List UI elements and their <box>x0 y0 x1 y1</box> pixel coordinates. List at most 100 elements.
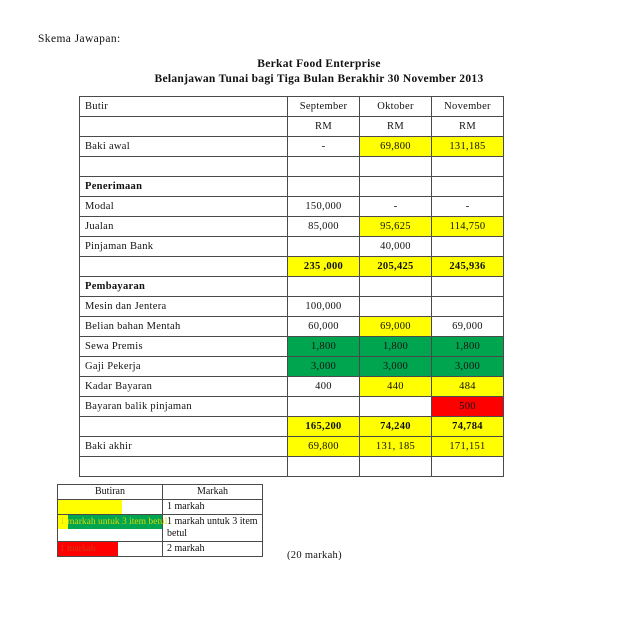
row-value-september: 100,000 <box>287 296 360 317</box>
row-label: Mesin dan Jentera <box>79 296 288 317</box>
currency-september: RM <box>287 116 360 137</box>
row-value-november <box>431 456 504 477</box>
key-row-green: 1 markah untuk 3 item betul 1 markah unt… <box>57 514 263 542</box>
table-row: Pinjaman Bank 40,000 <box>79 236 504 257</box>
row-value-september: 400 <box>287 376 360 397</box>
row-value-oktober: 40,000 <box>359 236 432 257</box>
row-value-oktober: 131, 185 <box>359 436 432 457</box>
row-value-november: 114,750 <box>431 216 504 237</box>
cash-budget-table: Butir September Oktober November RM RM R… <box>79 96 504 477</box>
row-label <box>79 456 288 477</box>
key-header-row: Butiran Markah <box>57 484 263 500</box>
row-value-september <box>287 276 360 297</box>
total-value-september: 235 ,000 <box>287 256 360 277</box>
row-label <box>79 256 288 277</box>
row-value-november: 171,151 <box>431 436 504 457</box>
section-header-penerimaan: Penerimaan <box>79 176 288 197</box>
row-value-oktober: - <box>359 196 432 217</box>
row-value-oktober <box>359 456 432 477</box>
row-label: Kadar Bayaran <box>79 376 288 397</box>
total-value-oktober: 205,425 <box>359 256 432 277</box>
row-value-november: 131,185 <box>431 136 504 157</box>
currency-november: RM <box>431 116 504 137</box>
row-value-november: 500 <box>431 396 504 417</box>
column-header-november: November <box>431 96 504 117</box>
table-row <box>79 456 504 477</box>
key-markah-red: 2 markah <box>162 541 263 557</box>
table-row: Kadar Bayaran 400 440 484 <box>79 376 504 397</box>
row-label: Baki awal <box>79 136 288 157</box>
table-row: Belian bahan Mentah 60,000 69,000 69,000 <box>79 316 504 337</box>
row-value-november: 69,000 <box>431 316 504 337</box>
table-row: Baki awal - 69,800 131,185 <box>79 136 504 157</box>
currency-label-blank <box>79 116 288 137</box>
table-row: Baki akhir 69,800 131, 185 171,151 <box>79 436 504 457</box>
row-value-september: 150,000 <box>287 196 360 217</box>
row-label: Bayaran balik pinjaman <box>79 396 288 417</box>
row-value-oktober: 95,625 <box>359 216 432 237</box>
row-value-september <box>287 396 360 417</box>
table-row <box>79 156 504 177</box>
row-label: Jualan <box>79 216 288 237</box>
table-section-row: Penerimaan <box>79 176 504 197</box>
column-header-september: September <box>287 96 360 117</box>
row-label: Pinjaman Bank <box>79 236 288 257</box>
row-value-oktober <box>359 176 432 197</box>
row-value-september: - <box>287 136 360 157</box>
table-row: Mesin dan Jentera 100,000 <box>79 296 504 317</box>
row-value-november: 484 <box>431 376 504 397</box>
row-value-oktober: 1,800 <box>359 336 432 357</box>
key-row-yellow: 1 markah <box>57 499 263 515</box>
green-swatch-fill: 1 markah untuk 3 item betul <box>58 515 167 529</box>
key-header-markah: Markah <box>162 484 263 500</box>
row-value-november <box>431 156 504 177</box>
section-header-pembayaran: Pembayaran <box>79 276 288 297</box>
row-value-oktober <box>359 276 432 297</box>
row-value-november: - <box>431 196 504 217</box>
table-total-row: 235 ,000 205,425 245,936 <box>79 256 504 277</box>
row-value-oktober <box>359 296 432 317</box>
total-value-september: 165,200 <box>287 416 360 437</box>
key-row-red: 1 markah 2 markah <box>57 541 263 557</box>
row-label: Gaji Pekerja <box>79 356 288 377</box>
document-title: Berkat Food Enterprise Belanjawan Tunai … <box>0 57 638 87</box>
row-value-oktober <box>359 156 432 177</box>
row-value-september <box>287 456 360 477</box>
row-value-november: 3,000 <box>431 356 504 377</box>
total-value-november: 245,936 <box>431 256 504 277</box>
scheme-note: Skema Jawapan: <box>38 33 121 45</box>
row-label: Modal <box>79 196 288 217</box>
row-label: Belian bahan Mentah <box>79 316 288 337</box>
red-swatch: 1 markah <box>57 541 163 557</box>
yellow-swatch <box>57 499 163 515</box>
row-value-oktober: 440 <box>359 376 432 397</box>
row-value-september: 60,000 <box>287 316 360 337</box>
row-value-oktober <box>359 396 432 417</box>
key-markah-yellow: 1 markah <box>162 499 263 515</box>
green-swatch-label: 1 markah untuk 3 item betul <box>60 517 168 527</box>
row-value-oktober: 3,000 <box>359 356 432 377</box>
table-row: Gaji Pekerja 3,000 3,000 3,000 <box>79 356 504 377</box>
green-swatch: 1 markah untuk 3 item betul <box>57 514 167 542</box>
green-swatch-yellow-accent <box>58 515 68 529</box>
marking-key-table: Butiran Markah 1 markah 1 markah untuk 3… <box>57 484 263 557</box>
table-header-row: Butir September Oktober November <box>79 96 504 117</box>
statement-subtitle: Belanjawan Tunai bagi Tiga Bulan Berakhi… <box>154 73 484 85</box>
table-section-row: Pembayaran <box>79 276 504 297</box>
red-swatch-label: 1 markah <box>60 544 96 554</box>
table-row: Jualan 85,000 95,625 114,750 <box>79 216 504 237</box>
table-row: Bayaran balik pinjaman 500 <box>79 396 504 417</box>
currency-row: RM RM RM <box>79 116 504 137</box>
total-marks-note: (20 markah) <box>287 550 342 561</box>
yellow-swatch-fill <box>58 500 123 514</box>
row-value-oktober: 69,800 <box>359 136 432 157</box>
row-label: Sewa Premis <box>79 336 288 357</box>
row-value-september <box>287 176 360 197</box>
row-label <box>79 416 288 437</box>
row-value-september <box>287 236 360 257</box>
row-value-september: 69,800 <box>287 436 360 457</box>
column-header-oktober: Oktober <box>359 96 432 117</box>
total-value-oktober: 74,240 <box>359 416 432 437</box>
row-value-november: 1,800 <box>431 336 504 357</box>
